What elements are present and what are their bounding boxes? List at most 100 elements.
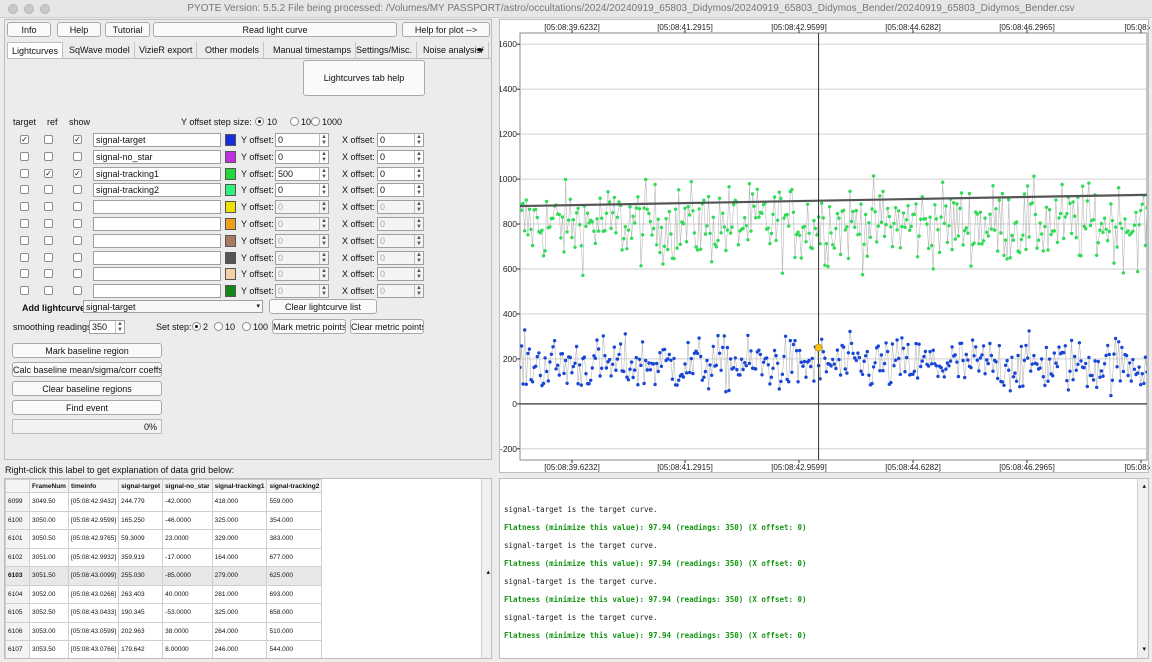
tab-manual-timestamps[interactable]: Manual timestamps bbox=[269, 42, 356, 58]
lightcurve-chart[interactable]: 16001400120010008006004002000-200[05:08:… bbox=[500, 20, 1150, 474]
row-header[interactable]: 6099 bbox=[6, 493, 30, 512]
y-step-radio-10[interactable] bbox=[255, 117, 264, 126]
grid-cell[interactable]: 3050.50 bbox=[30, 530, 69, 549]
x-offset-spinbox[interactable]: 0 ▲ ▼ bbox=[377, 183, 424, 197]
help-for-plot-button[interactable]: Help for plot --> bbox=[402, 22, 490, 37]
show-checkbox[interactable] bbox=[73, 286, 82, 295]
ref-checkbox[interactable] bbox=[44, 286, 53, 295]
grid-cell[interactable]: 165.250 bbox=[119, 511, 163, 530]
info-button[interactable]: Info bbox=[7, 22, 51, 37]
grid-cell[interactable]: [05:08:43.0766] bbox=[68, 641, 118, 660]
target-checkbox[interactable] bbox=[20, 236, 29, 245]
row-header[interactable]: 6106 bbox=[6, 622, 30, 641]
y-offset-spinbox[interactable]: 0 ▲ ▼ bbox=[275, 217, 329, 231]
color-swatch[interactable] bbox=[225, 235, 236, 247]
scroll-up-icon[interactable]: ▴ bbox=[1142, 481, 1146, 493]
grid-cell[interactable]: 179.642 bbox=[119, 641, 163, 660]
color-swatch[interactable] bbox=[225, 168, 236, 180]
grid-cell[interactable]: 354.000 bbox=[267, 511, 322, 530]
y-step-radio-100[interactable] bbox=[290, 117, 299, 126]
color-swatch[interactable] bbox=[225, 268, 236, 280]
spin-arrows-icon[interactable]: ▲ ▼ bbox=[319, 134, 328, 146]
x-offset-spinbox[interactable]: 0 ▲ ▼ bbox=[377, 167, 424, 181]
row-header[interactable]: 6104 bbox=[6, 585, 30, 604]
clear-metric-points-button[interactable]: Clear metric points bbox=[350, 319, 424, 334]
y-step-radio-1000[interactable] bbox=[311, 117, 320, 126]
table-row[interactable]: 6105 3052.50 [05:08:43.0433] 190.345 -53.000… bbox=[6, 604, 322, 623]
spin-arrows-icon[interactable]: ▲ ▼ bbox=[319, 184, 328, 196]
ref-checkbox[interactable] bbox=[44, 219, 53, 228]
tab-sqwave-model[interactable]: SqWave model bbox=[65, 42, 135, 58]
grid-cell[interactable]: 246.000 bbox=[212, 641, 267, 660]
grid-cell[interactable]: 3052.00 bbox=[30, 585, 69, 604]
lightcurve-name-field[interactable]: signal-tracking1 bbox=[93, 167, 221, 181]
tab-vizier-export[interactable]: VizieR export bbox=[135, 42, 197, 58]
color-swatch[interactable] bbox=[225, 201, 236, 213]
read-light-curve-button[interactable]: Read light curve bbox=[153, 22, 397, 37]
spin-arrows-icon[interactable]: ▲ ▼ bbox=[319, 201, 328, 213]
target-checkbox[interactable] bbox=[20, 152, 29, 161]
grid-column-header[interactable]: signal-target bbox=[119, 480, 163, 493]
x-offset-spinbox[interactable]: 0 ▲ ▼ bbox=[377, 150, 424, 164]
ref-checkbox[interactable] bbox=[44, 253, 53, 262]
tab-lightcurves[interactable]: Lightcurves bbox=[7, 42, 63, 58]
scroll-down-icon[interactable]: ▴ bbox=[486, 567, 490, 579]
clear-lightcurve-list-button[interactable]: Clear lightcurve list bbox=[269, 299, 377, 314]
spin-arrows-icon[interactable]: ▲ ▼ bbox=[319, 285, 328, 297]
color-swatch[interactable] bbox=[225, 151, 236, 163]
y-offset-spinbox[interactable]: 0 ▲ ▼ bbox=[275, 251, 329, 265]
ref-checkbox[interactable] bbox=[44, 185, 53, 194]
grid-cell[interactable]: 255.030 bbox=[119, 567, 163, 586]
lightcurve-name-field[interactable] bbox=[93, 267, 221, 281]
grid-cell[interactable]: 264.000 bbox=[212, 622, 267, 641]
y-offset-spinbox[interactable]: 0 ▲ ▼ bbox=[275, 234, 329, 248]
x-offset-spinbox[interactable]: 0 ▲ ▼ bbox=[377, 284, 424, 298]
grid-cell[interactable]: 281.000 bbox=[212, 585, 267, 604]
target-checkbox[interactable] bbox=[20, 269, 29, 278]
grid-cell[interactable]: 3053.50 bbox=[30, 641, 69, 660]
log-vertical-scrollbar[interactable] bbox=[1137, 479, 1148, 658]
grid-column-header[interactable]: signal-tracking1 bbox=[212, 480, 267, 493]
grid-cell[interactable]: 510.000 bbox=[267, 622, 322, 641]
grid-hint-label[interactable]: Right-click this label to get explanatio… bbox=[5, 464, 234, 476]
grid-column-header[interactable]: signal-tracking2 bbox=[267, 480, 322, 493]
show-checkbox[interactable] bbox=[73, 253, 82, 262]
row-header[interactable]: 6103 bbox=[6, 567, 30, 586]
spin-arrows-icon[interactable]: ▲ ▼ bbox=[115, 321, 124, 333]
ref-checkbox[interactable]: ✓ bbox=[44, 169, 53, 178]
y-offset-spinbox[interactable]: 0 ▲ ▼ bbox=[275, 284, 329, 298]
grid-cell[interactable]: 544.000 bbox=[267, 641, 322, 660]
lightcurve-name-field[interactable] bbox=[93, 251, 221, 265]
grid-cell[interactable]: 325.000 bbox=[212, 604, 267, 623]
x-offset-spinbox[interactable]: 0 ▲ ▼ bbox=[377, 251, 424, 265]
show-checkbox[interactable] bbox=[73, 236, 82, 245]
grid-cell[interactable]: 244.779 bbox=[119, 493, 163, 512]
grid-cell[interactable]: 23.0000 bbox=[163, 530, 212, 549]
grid-cell[interactable]: [05:08:42.9932] bbox=[68, 548, 118, 567]
color-swatch[interactable] bbox=[225, 134, 236, 146]
lightcurve-name-field[interactable] bbox=[93, 284, 221, 298]
y-offset-spinbox[interactable]: 500 ▲ ▼ bbox=[275, 167, 329, 181]
spin-arrows-icon[interactable]: ▲ ▼ bbox=[414, 168, 423, 180]
grid-cell[interactable]: 383.000 bbox=[267, 530, 322, 549]
grid-cell[interactable]: [05:08:42.9765] bbox=[68, 530, 118, 549]
grid-cell[interactable]: [05:08:43.0599] bbox=[68, 622, 118, 641]
y-offset-spinbox[interactable]: 0 ▲ ▼ bbox=[275, 183, 329, 197]
grid-cell[interactable]: -17.0000 bbox=[163, 548, 212, 567]
target-checkbox[interactable] bbox=[20, 219, 29, 228]
spin-arrows-icon[interactable]: ▲ ▼ bbox=[414, 184, 423, 196]
grid-cell[interactable]: -42.0000 bbox=[163, 493, 212, 512]
mark-metric-points-button[interactable]: Mark metric points bbox=[272, 319, 346, 334]
row-header[interactable]: 6107 bbox=[6, 641, 30, 660]
spin-arrows-icon[interactable]: ▲ ▼ bbox=[414, 151, 423, 163]
table-row[interactable]: 6100 3050.00 [05:08:42.9599] 165.250 -46.000… bbox=[6, 511, 322, 530]
grid-cell[interactable]: [05:08:43.0099] bbox=[68, 567, 118, 586]
grid-cell[interactable]: 3052.50 bbox=[30, 604, 69, 623]
color-swatch[interactable] bbox=[225, 285, 236, 297]
y-offset-spinbox[interactable]: 0 ▲ ▼ bbox=[275, 150, 329, 164]
y-offset-spinbox[interactable]: 0 ▲ ▼ bbox=[275, 200, 329, 214]
table-row[interactable]: 6106 3053.00 [05:08:43.0599] 202.963 38.0000… bbox=[6, 622, 322, 641]
ref-checkbox[interactable] bbox=[44, 236, 53, 245]
grid-cell[interactable]: [05:08:42.9432] bbox=[68, 493, 118, 512]
color-swatch[interactable] bbox=[225, 184, 236, 196]
